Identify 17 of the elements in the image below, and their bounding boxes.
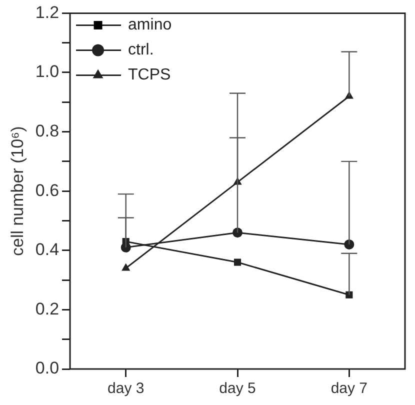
y-tick-label: 1.0	[35, 62, 60, 82]
point	[122, 263, 130, 271]
x-tick-label: day 3	[108, 380, 144, 398]
y-tick-label: 0.8	[35, 121, 60, 140]
point	[234, 258, 242, 266]
legend-label: TCPS	[128, 66, 171, 84]
legend-label: amino	[128, 16, 172, 34]
y-axis-title: cell number (10⁶)	[8, 126, 27, 256]
y-tick-label: 0.6	[35, 180, 60, 200]
point	[232, 228, 243, 238]
x-tick-label: day 7	[330, 380, 368, 398]
x-tick-label: day 5	[219, 380, 256, 398]
y-tick-label: 0.0	[35, 358, 60, 378]
y-tick-label: 1.2	[35, 2, 60, 22]
y-tick-label: 0.2	[35, 299, 60, 318]
legend-label: ctrl.	[128, 42, 154, 59]
y-tick-label: 0.4	[35, 240, 60, 260]
